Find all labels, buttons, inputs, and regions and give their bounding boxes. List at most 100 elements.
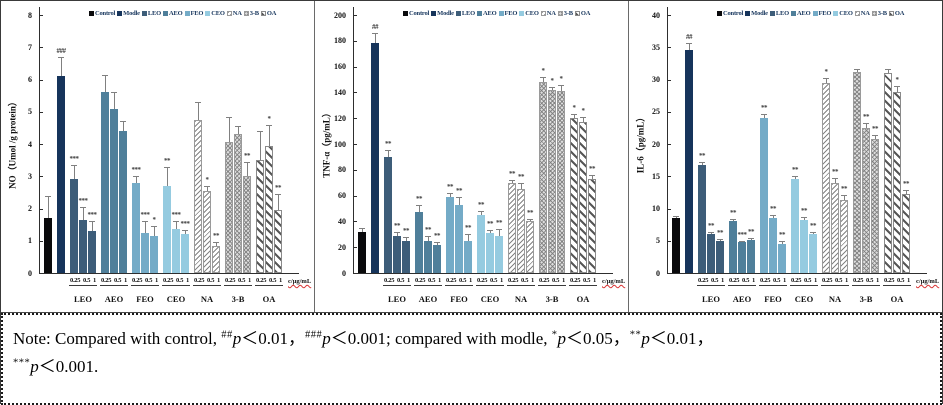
y-tick-label: 60 (338, 191, 346, 201)
x-sub-label: 0.25 (256, 277, 267, 284)
significance-mark: *** (87, 211, 98, 220)
x-group-label: FEO (136, 294, 154, 304)
error-bar (906, 189, 907, 194)
significance-mark: ** (801, 206, 808, 215)
x-sub-label: 0.5 (269, 277, 277, 284)
x-sub-label: 1 (279, 277, 282, 284)
error-bar-cap (673, 216, 679, 218)
legend-label: FEO (504, 10, 518, 17)
error-bar-cap (770, 214, 776, 216)
significance-mark: ** (478, 201, 485, 210)
x-sub-labels: 0.25 0.5 1 (100, 277, 128, 286)
x-sub-label: 0.25 (446, 277, 457, 284)
bar (893, 92, 901, 273)
legend: Control Modle LEO AEO FEO CEO NA 3-B OA (89, 10, 278, 17)
error-bar (481, 211, 482, 215)
error-bar (844, 194, 845, 201)
legend-label: NA (860, 10, 870, 17)
x-sub-label: 1 (876, 277, 879, 284)
y-tick-label: 0 (342, 268, 346, 278)
y-tick-label: 200 (334, 10, 346, 20)
error-bar-cap (571, 114, 577, 116)
x-sub-label: 0.25 (384, 277, 395, 284)
y-tick-label: 7 (28, 42, 32, 52)
x-sub-label: 0.25 (698, 277, 709, 284)
y-tick-label: 25 (652, 107, 660, 117)
chart-panel-tnf-alpha: TNF-α（pg/mL） 0 20 40 60 80 100 120 140 160 180 200 C… (314, 1, 628, 312)
error-bar-cap (226, 116, 232, 118)
y-tick-mark (40, 240, 43, 242)
x-sub-label: 1 (407, 277, 410, 284)
error-bar-cap (823, 77, 829, 79)
x-sub-label: 0.25 (729, 277, 740, 284)
y-tick-label: 40 (338, 216, 346, 226)
error-bar-cap (496, 229, 502, 231)
x-group-label: NA (514, 294, 528, 304)
legend-item: NA (854, 10, 870, 17)
bar (110, 108, 118, 273)
x-group-label: CEO (166, 294, 186, 304)
significance-mark: ** (832, 168, 839, 177)
error-bar-cap (111, 92, 117, 94)
legend-label: 3-B (249, 10, 259, 17)
error-bar-cap (558, 84, 564, 86)
bar (508, 182, 516, 273)
legend-swatch (574, 11, 580, 16)
legend-item: AEO (477, 10, 497, 17)
x-sub-labels: 0.25 0.5 1 (445, 277, 473, 286)
note-text: Note: Compared with control, ##p＜0.01，##… (13, 329, 714, 376)
significance-mark: ** (275, 183, 282, 192)
y-tick-label: 5 (656, 236, 660, 246)
bar (698, 165, 706, 273)
error-bar-cap (456, 196, 462, 198)
bar (685, 50, 693, 273)
significance-mark: ** (425, 225, 432, 234)
error-bar (92, 221, 93, 232)
x-sub-label: 1 (469, 277, 472, 284)
error-bar (574, 114, 575, 119)
x-group-label: CEO (794, 294, 814, 304)
bar (831, 182, 839, 273)
error-bar-cap (903, 189, 909, 191)
legend: Control Modle LEO AEO FEO CEO NA 3-B OA (717, 10, 906, 17)
y-tick-label: 3 (28, 171, 32, 181)
significance-mark: * (572, 104, 577, 113)
legend-swatch (540, 11, 546, 16)
concentration-unit-label: c/μg/mL (916, 278, 940, 285)
error-bar (459, 196, 460, 205)
legend-item: FEO (812, 10, 831, 17)
x-group-label: LEO (702, 294, 720, 304)
bar (132, 182, 140, 273)
bar (446, 196, 454, 273)
significance-mark: *** (737, 230, 748, 239)
x-sub-label: 0.5 (459, 277, 467, 284)
error-bar (583, 116, 584, 123)
x-sub-label: 0.5 (207, 277, 215, 284)
y-tick-label: 140 (334, 87, 346, 97)
significance-mark: ** (810, 221, 817, 230)
x-sub-labels: 0.25 0.5 1 (255, 277, 283, 286)
x-sub-labels: 0.25 0.5 1 (538, 277, 566, 286)
legend-item: OA (260, 10, 276, 17)
error-bar (83, 206, 84, 220)
x-sub-label: 0.5 (711, 277, 719, 284)
error-bar-cap (885, 69, 891, 71)
x-sub-label: 1 (124, 277, 127, 284)
error-bar (229, 116, 230, 143)
bar (729, 221, 737, 273)
x-sub-label: 1 (814, 277, 817, 284)
x-sub-labels: 0.25 0.5 1 (476, 277, 504, 286)
y-tick-label: 5 (28, 107, 32, 117)
x-group-label: FEO (764, 294, 782, 304)
significance-mark: ** (403, 226, 410, 235)
chart-panel-il6: IL-6（pg/mL） 0 5 10 15 20 25 30 35 40 Control Modle L… (628, 1, 942, 312)
error-bar-cap (580, 116, 586, 118)
legend-label: 3-B (563, 10, 573, 17)
significance-mark: ** (779, 231, 786, 240)
legend-item: CEO (519, 10, 539, 17)
y-tick-mark (668, 208, 671, 210)
significance-mark: ** (394, 221, 401, 230)
x-group-label: OA (576, 294, 590, 304)
error-bar-cap (416, 204, 422, 206)
